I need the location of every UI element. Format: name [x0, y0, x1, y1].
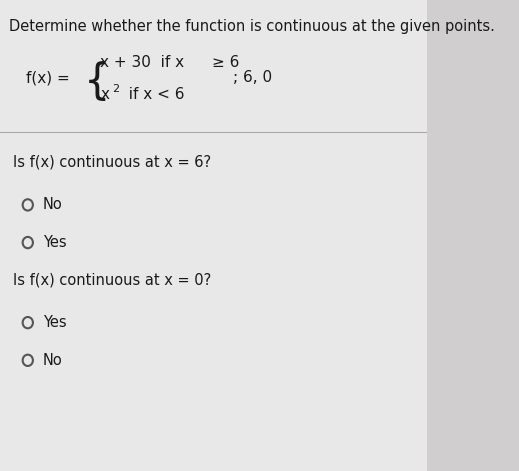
- Text: if x < 6: if x < 6: [119, 87, 184, 102]
- Text: Determine whether the function is continuous at the given points.: Determine whether the function is contin…: [8, 19, 495, 34]
- Text: No: No: [43, 353, 62, 368]
- Text: ≥ 6: ≥ 6: [212, 55, 239, 70]
- Text: 2: 2: [113, 83, 119, 94]
- Text: x + 30  if x: x + 30 if x: [100, 55, 185, 70]
- Text: {: {: [84, 61, 110, 104]
- Text: Yes: Yes: [43, 235, 66, 250]
- FancyBboxPatch shape: [0, 0, 427, 471]
- Text: ; 6, 0: ; 6, 0: [233, 70, 272, 85]
- Text: f(x) =: f(x) =: [25, 70, 70, 85]
- Text: Is f(x) continuous at x = 0?: Is f(x) continuous at x = 0?: [13, 273, 211, 288]
- Text: x: x: [100, 87, 110, 102]
- Text: Is f(x) continuous at x = 6?: Is f(x) continuous at x = 6?: [13, 155, 211, 170]
- Text: Yes: Yes: [43, 315, 66, 330]
- Text: No: No: [43, 197, 62, 212]
